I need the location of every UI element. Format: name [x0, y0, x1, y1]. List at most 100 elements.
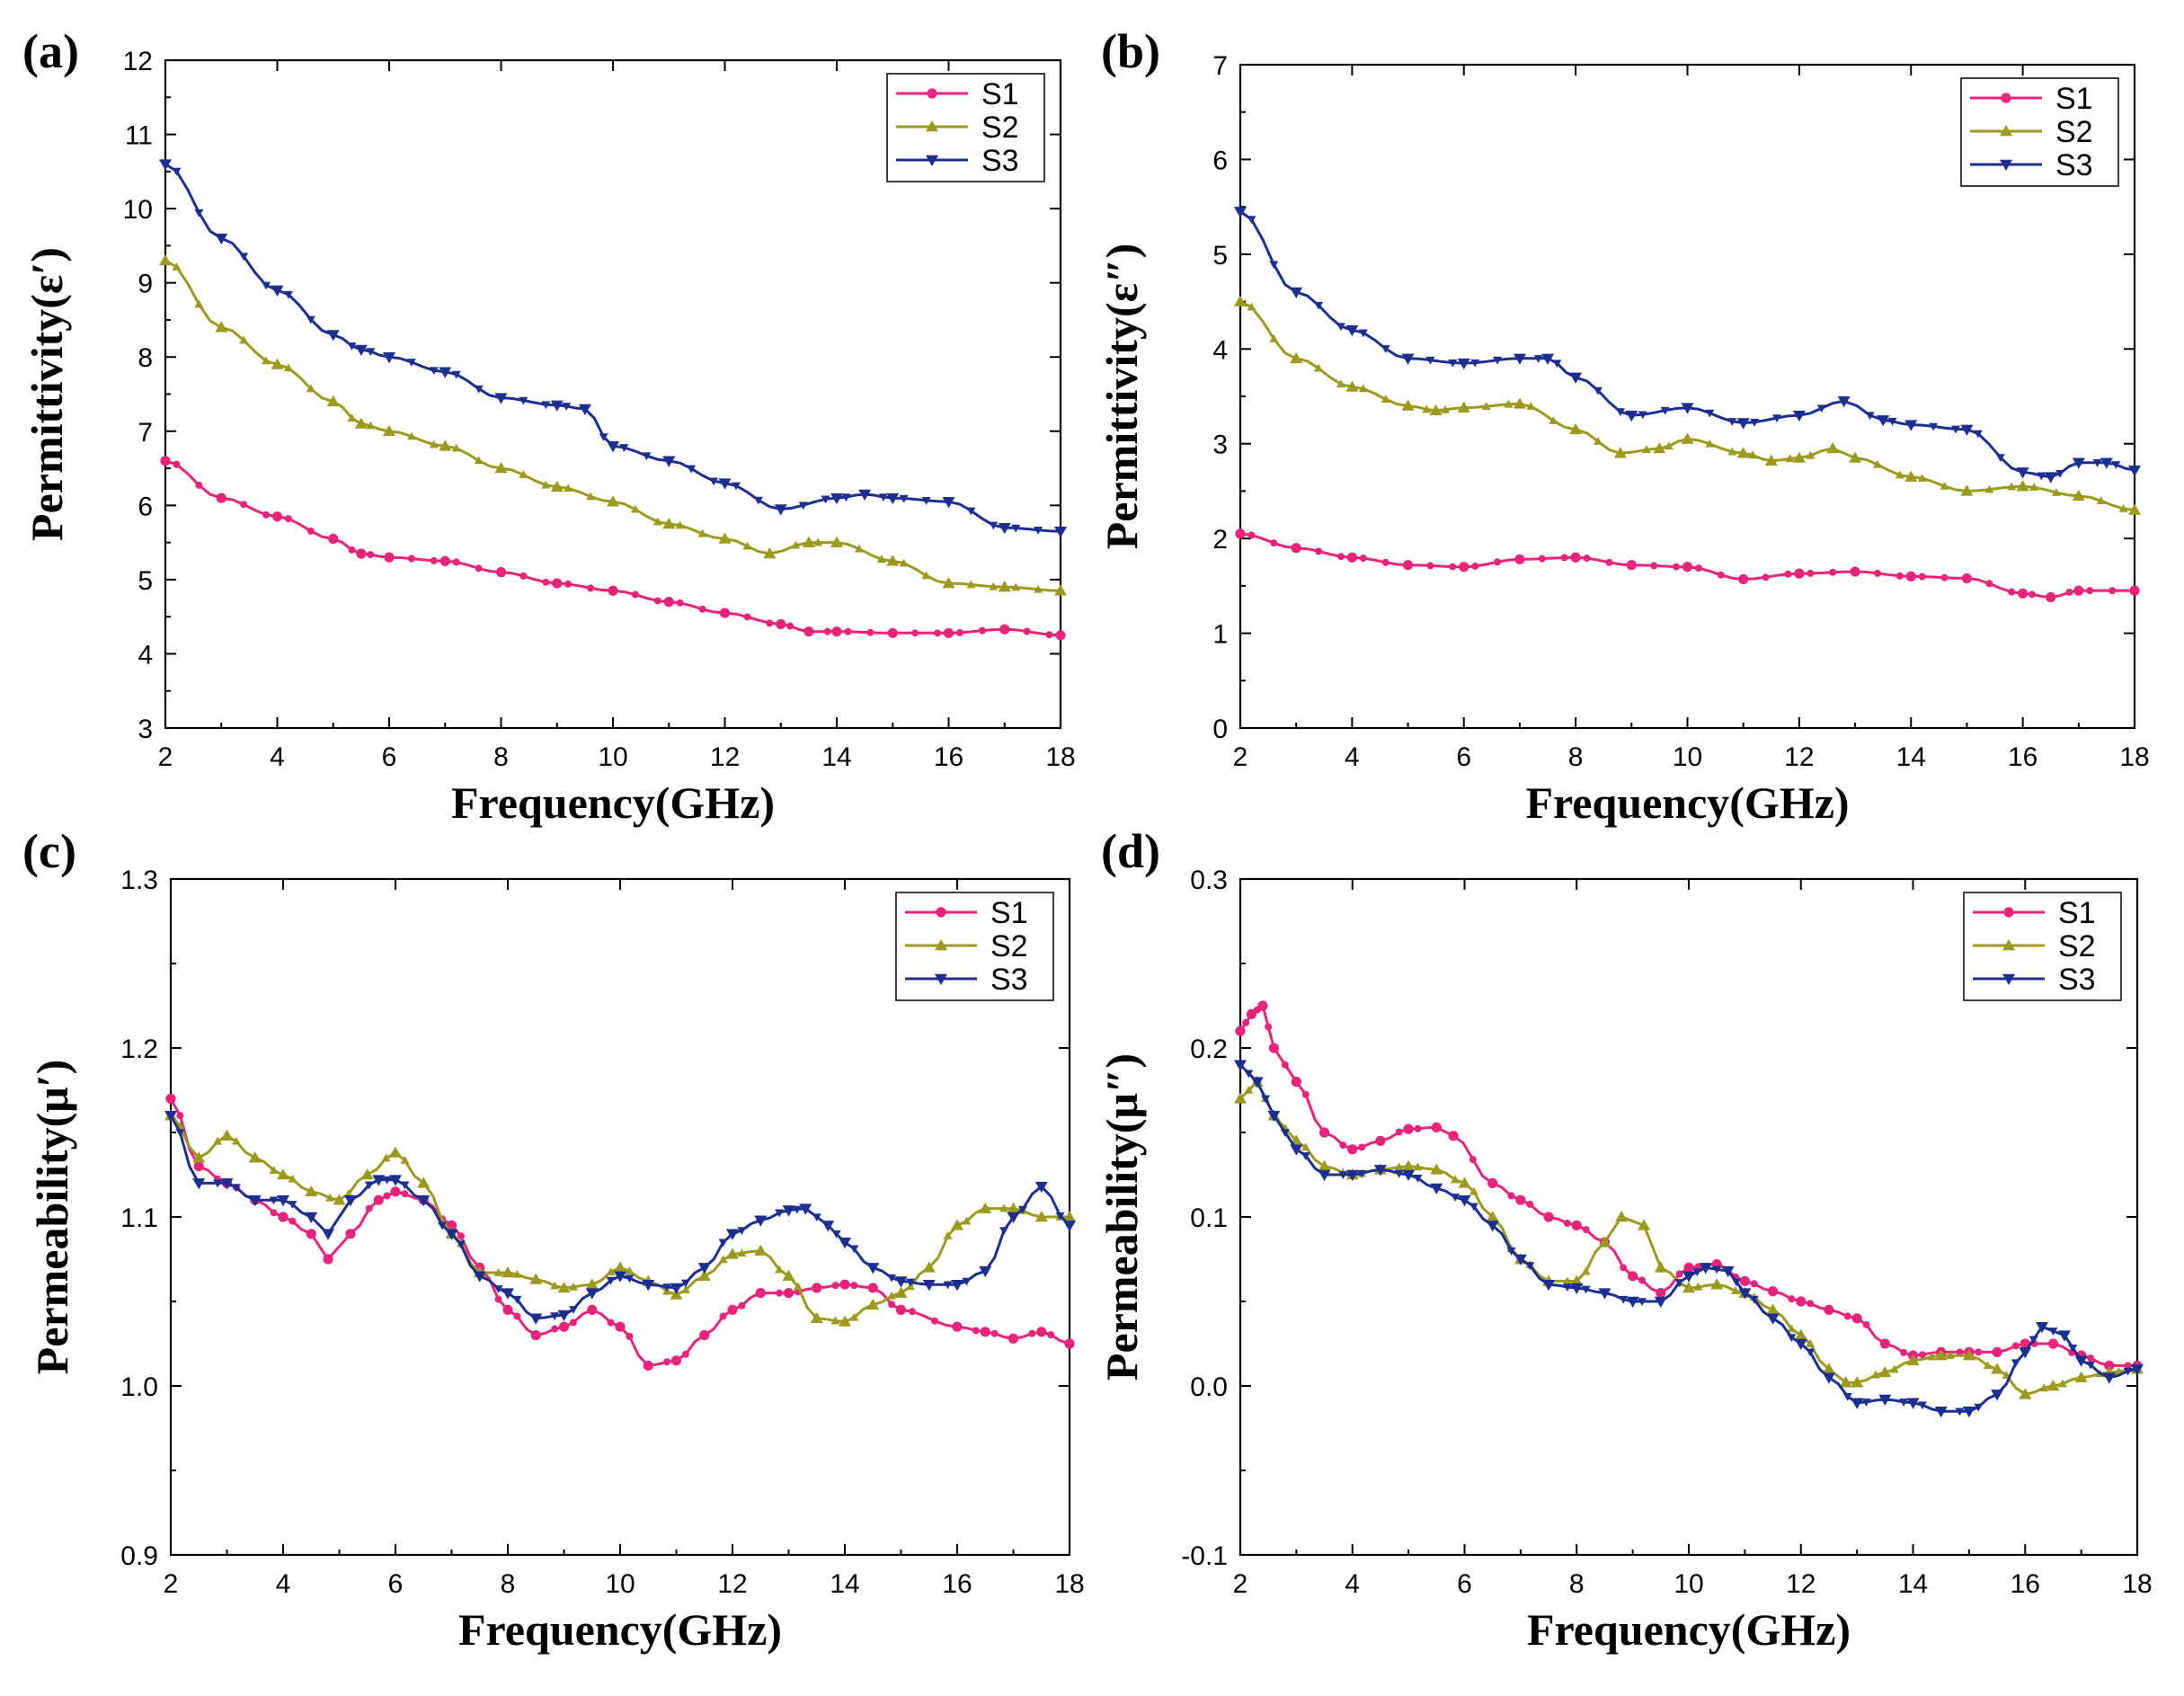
line-marker [1727, 418, 1737, 426]
line-marker [586, 492, 596, 501]
line-marker [2130, 466, 2139, 475]
line-marker [738, 1301, 746, 1310]
line-marker [457, 1232, 465, 1240]
line-marker [1563, 1220, 1571, 1228]
x-tick-label: 8 [493, 742, 509, 772]
line-marker [1320, 1129, 1328, 1136]
line-marker [1526, 1200, 1534, 1208]
data-point [1794, 1338, 1807, 1350]
y-tick-label: 1 [1212, 620, 1228, 650]
data-point [446, 1220, 457, 1230]
line-marker [1583, 555, 1591, 563]
line-marker [306, 1186, 316, 1195]
line-marker [2087, 1354, 2095, 1362]
line-marker [2096, 496, 2106, 504]
data-point [1571, 1220, 1582, 1230]
data-point [951, 1279, 963, 1292]
line-marker [1870, 1370, 1880, 1379]
line-marker [1545, 1213, 1553, 1221]
line-marker [568, 1306, 578, 1314]
line-marker [1984, 484, 1994, 493]
x-tick-label: 10 [605, 1569, 635, 1599]
x-tick-label: 6 [1456, 742, 1471, 772]
line-marker [1739, 575, 1747, 583]
line-marker [494, 1295, 502, 1303]
line-marker [194, 1179, 204, 1188]
line-marker [2011, 1342, 2020, 1350]
line-marker [1694, 564, 1702, 573]
data-point [1429, 404, 1443, 416]
line-marker [812, 1283, 821, 1292]
line-marker [1750, 1280, 1758, 1288]
line-marker [844, 627, 852, 635]
line-marker [1600, 1238, 1610, 1246]
line-marker [1638, 411, 1647, 420]
line-marker [1768, 1305, 1778, 1314]
chart-panel-3: (c) 2 4 6 8 10 12 14 16 18 0.9 1.0 1.1 1.2 1.3 Frequenc… [22, 824, 1085, 1655]
line-marker [1656, 1289, 1665, 1297]
data-point [894, 1286, 908, 1298]
line-marker [1469, 1186, 1478, 1195]
line-marker [307, 1230, 315, 1238]
line-marker [1017, 1205, 1027, 1214]
line-marker [328, 396, 338, 405]
line-marker [419, 1178, 429, 1187]
line-marker [766, 619, 774, 627]
line-marker [1806, 450, 1816, 459]
line-marker [888, 1301, 896, 1309]
line-marker [550, 1281, 560, 1290]
data-point [839, 1279, 850, 1290]
data-point [1457, 358, 1470, 370]
data-point [607, 441, 619, 453]
line-marker [2109, 587, 2117, 595]
line-marker [587, 584, 595, 592]
line-marker [1301, 1090, 1310, 1098]
line-marker [1045, 631, 1053, 639]
legend-marker [2002, 973, 2015, 985]
line-marker [1692, 1268, 1702, 1277]
x-tick-label: 10 [1673, 742, 1702, 772]
series-line-s3 [164, 163, 1061, 533]
data-point [1346, 552, 1357, 563]
line-marker [1394, 1169, 1404, 1178]
line-marker [889, 629, 897, 637]
y-axis-title: Permeability(μ′) [27, 1060, 77, 1375]
data-point [1625, 410, 1638, 422]
line-marker [1664, 441, 1674, 450]
x-tick-label: 2 [1233, 1569, 1248, 1599]
line-marker [1253, 1006, 1261, 1014]
line-marker [401, 1190, 409, 1198]
line-marker [653, 597, 661, 605]
line-marker [1011, 582, 1021, 591]
x-tick-label: 14 [1898, 1569, 1928, 1599]
line-marker [231, 1136, 241, 1145]
line-marker [860, 491, 870, 499]
line-marker [630, 504, 640, 513]
line-marker [1358, 1143, 1366, 1151]
data-point [2046, 1380, 2060, 1391]
line-marker [1785, 454, 1795, 463]
legend-marker [2002, 939, 2015, 951]
data-point [663, 597, 674, 608]
x-tick-label: 12 [1784, 742, 1814, 772]
data-point [895, 1304, 907, 1315]
line-marker [990, 1329, 999, 1337]
y-tick-label: 4 [1212, 335, 1228, 365]
data-point [1515, 1194, 1526, 1205]
line-marker [1441, 405, 1451, 413]
chart-panel-1: (a) 2 4 6 8 10 12 14 16 18 3 4 5 6 7 8 9 10 11 12 Frequency(… [22, 24, 1076, 828]
line-marker [1768, 1315, 1778, 1323]
data-point [1736, 418, 1750, 430]
data-point [726, 1229, 739, 1240]
line-marker [429, 440, 439, 448]
line-marker [1009, 1335, 1017, 1343]
line-marker [1066, 1340, 1073, 1347]
line-marker [1481, 402, 1491, 410]
line-marker [737, 1248, 747, 1257]
data-point [220, 1129, 234, 1141]
line-marker [1650, 562, 1658, 570]
line-marker [1269, 333, 1279, 342]
line-marker [283, 290, 293, 299]
line-marker [1339, 1141, 1347, 1150]
line-marker [1900, 1348, 1908, 1356]
